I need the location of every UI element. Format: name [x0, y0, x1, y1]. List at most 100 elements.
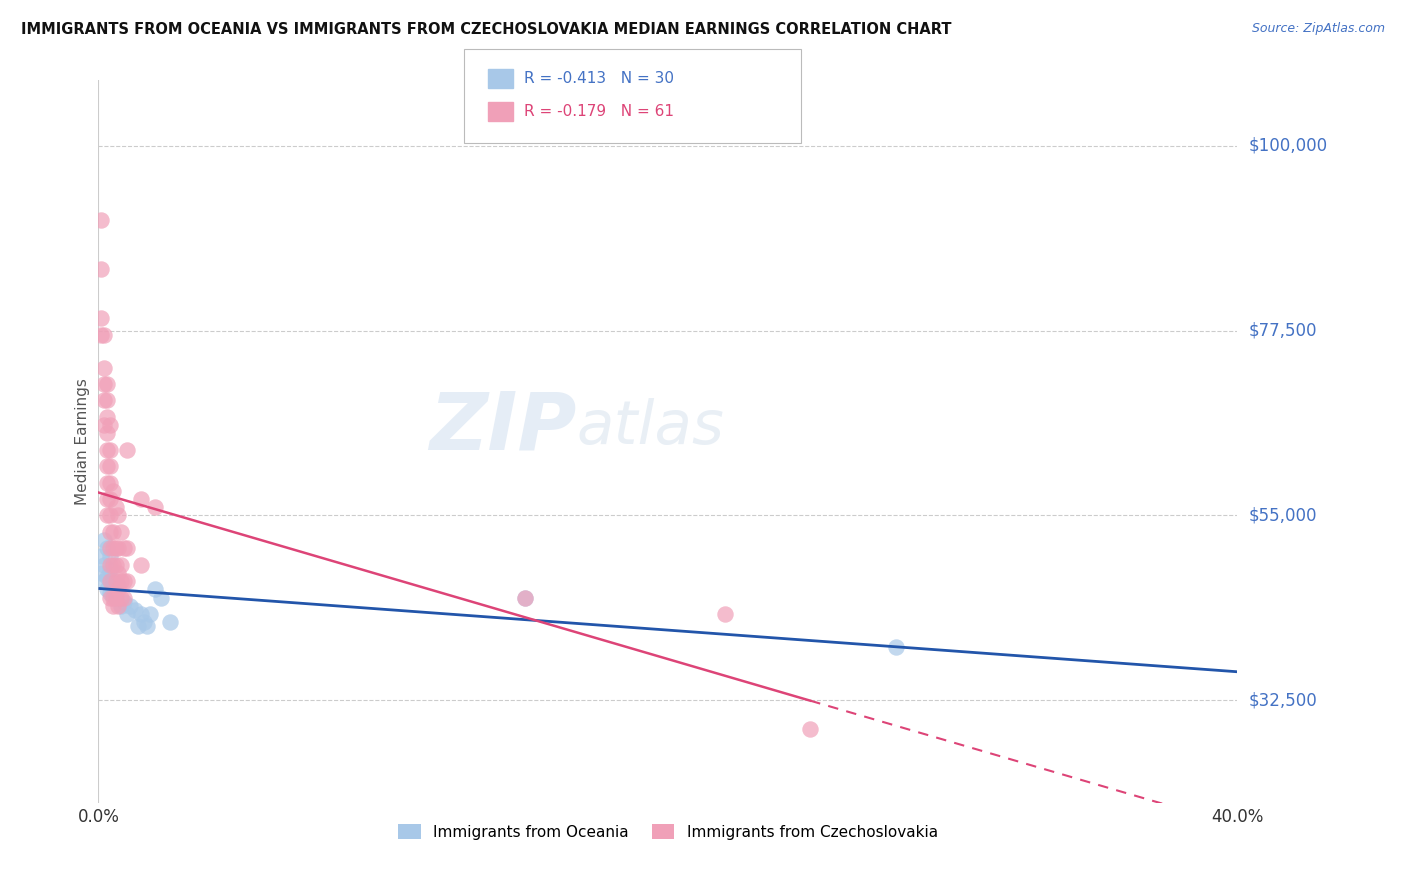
Point [112, 594, 135, 608]
Point [90, 311, 112, 326]
Point [98, 491, 121, 506]
Point [98, 524, 121, 539]
Text: R = -0.413   N = 30: R = -0.413 N = 30 [524, 71, 675, 86]
Point [96, 582, 118, 597]
Point [112, 541, 135, 556]
Point [101, 599, 124, 613]
Point [90, 327, 112, 342]
Point [135, 619, 157, 633]
Point [138, 607, 160, 621]
Text: $55,000: $55,000 [1249, 507, 1317, 524]
Point [96, 508, 118, 523]
Point [104, 574, 127, 588]
Y-axis label: Median Earnings: Median Earnings [75, 378, 90, 505]
Point [129, 558, 152, 572]
Point [96, 570, 118, 584]
Point [115, 574, 138, 588]
Point [115, 541, 138, 556]
Text: Source: ZipAtlas.com: Source: ZipAtlas.com [1251, 22, 1385, 36]
Point [110, 558, 132, 572]
Text: ZIP: ZIP [429, 388, 576, 467]
Text: $100,000: $100,000 [1249, 137, 1327, 155]
Point [107, 541, 129, 556]
Point [104, 541, 127, 556]
Point [145, 500, 167, 515]
Point [98, 475, 121, 490]
Point [101, 541, 124, 556]
Point [98, 558, 121, 572]
Point [145, 582, 167, 597]
Text: atlas: atlas [576, 398, 724, 457]
Point [90, 549, 112, 564]
Point [90, 566, 112, 580]
Point [90, 262, 112, 277]
Point [714, 607, 737, 621]
Point [101, 574, 124, 588]
Point [98, 586, 121, 600]
Point [104, 500, 127, 515]
Point [115, 442, 138, 457]
Point [107, 582, 129, 597]
Point [93, 393, 115, 408]
Point [515, 591, 537, 605]
Point [101, 524, 124, 539]
Point [124, 603, 146, 617]
Point [93, 533, 115, 547]
Point [159, 615, 181, 630]
Point [98, 508, 121, 523]
Point [98, 574, 121, 588]
Point [98, 562, 121, 576]
Point [96, 377, 118, 392]
Point [112, 591, 135, 605]
Point [96, 459, 118, 474]
Point [98, 591, 121, 605]
Text: $32,500: $32,500 [1249, 691, 1317, 709]
Point [98, 418, 121, 433]
Point [799, 722, 821, 736]
Point [107, 599, 129, 613]
Point [96, 491, 118, 506]
Point [110, 574, 132, 588]
Point [93, 327, 115, 342]
Text: IMMIGRANTS FROM OCEANIA VS IMMIGRANTS FROM CZECHOSLOVAKIA MEDIAN EARNINGS CORREL: IMMIGRANTS FROM OCEANIA VS IMMIGRANTS FR… [21, 22, 952, 37]
Point [110, 591, 132, 605]
Point [129, 491, 152, 506]
Text: $77,500: $77,500 [1249, 322, 1317, 340]
Point [101, 483, 124, 498]
Point [96, 409, 118, 424]
Point [884, 640, 907, 654]
Point [90, 212, 112, 227]
Point [101, 582, 124, 597]
Point [118, 599, 141, 613]
Point [93, 418, 115, 433]
Point [98, 459, 121, 474]
Point [107, 566, 129, 580]
Point [98, 442, 121, 457]
Point [110, 599, 132, 613]
Point [104, 591, 127, 605]
Point [101, 591, 124, 605]
Point [96, 442, 118, 457]
Text: R = -0.179   N = 61: R = -0.179 N = 61 [524, 104, 675, 119]
Point [112, 574, 135, 588]
Point [96, 475, 118, 490]
Point [101, 558, 124, 572]
Point [150, 591, 173, 605]
Point [98, 541, 121, 556]
Point [115, 607, 138, 621]
Point [515, 591, 537, 605]
Point [129, 607, 152, 621]
Point [110, 524, 132, 539]
Point [93, 377, 115, 392]
Point [98, 549, 121, 564]
Point [107, 578, 129, 592]
Point [93, 558, 115, 572]
Point [127, 619, 149, 633]
Point [132, 615, 155, 630]
Point [96, 426, 118, 441]
Point [104, 558, 127, 572]
Point [93, 574, 115, 588]
Point [96, 541, 118, 556]
Point [107, 508, 129, 523]
Point [93, 360, 115, 375]
